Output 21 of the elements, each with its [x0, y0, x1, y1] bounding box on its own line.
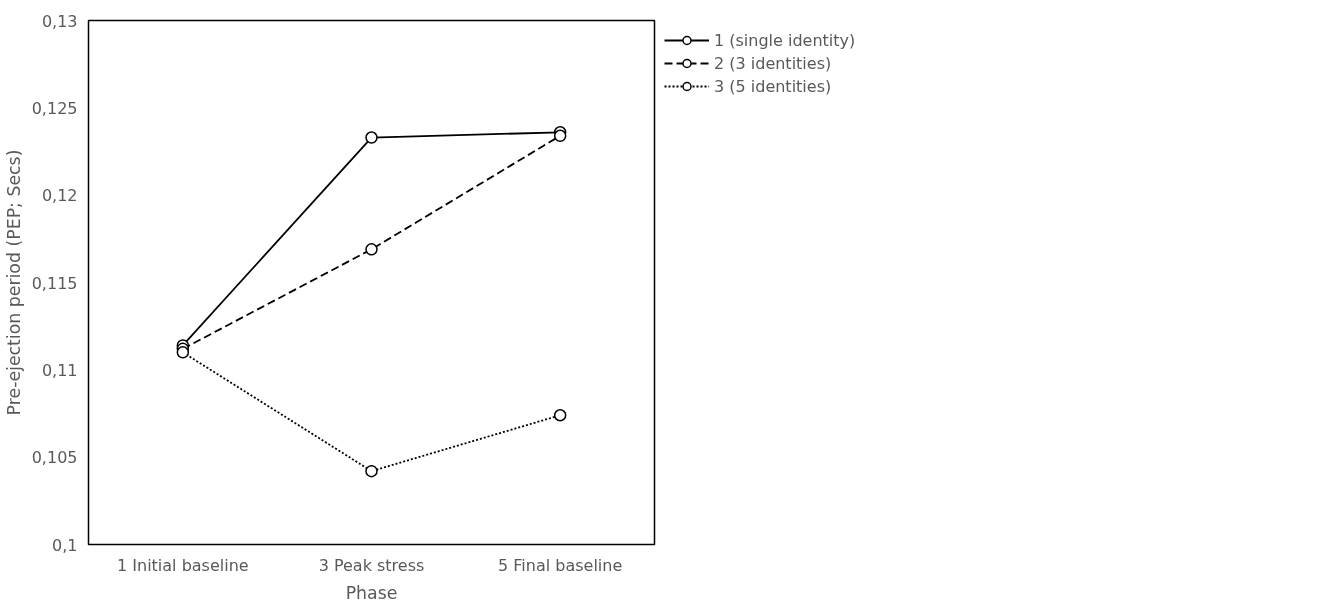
y-tick-label: 0,1	[52, 535, 78, 555]
x-tick-label: 3 Peak stress	[318, 555, 425, 575]
y-tick-label: 0,115	[31, 273, 78, 293]
point	[365, 243, 378, 256]
point	[365, 131, 378, 144]
legend-label: 1 (single identity)	[714, 30, 856, 50]
y-tick-label: 0,12	[41, 186, 78, 206]
x-tick-label: 1 Initial baseline	[117, 555, 249, 575]
point	[553, 129, 567, 143]
y-tick-label: 0,13	[41, 11, 78, 31]
point	[553, 409, 567, 422]
x-tick-label: 5 Final baseline	[498, 555, 623, 575]
y-tick-label: 0,125	[31, 98, 78, 118]
legend-label: 2 (3 identities)	[714, 53, 832, 73]
point	[365, 464, 378, 478]
legend-label: 3 (5 identities)	[714, 76, 832, 96]
y-axis-title: Pre-ejection period (PEP; Secs)	[3, 149, 24, 416]
x-axis-title: Phase	[345, 582, 398, 603]
y-tick-label: 0,11	[41, 360, 78, 380]
y-tick-label: 0,105	[31, 448, 78, 468]
point	[176, 346, 190, 359]
